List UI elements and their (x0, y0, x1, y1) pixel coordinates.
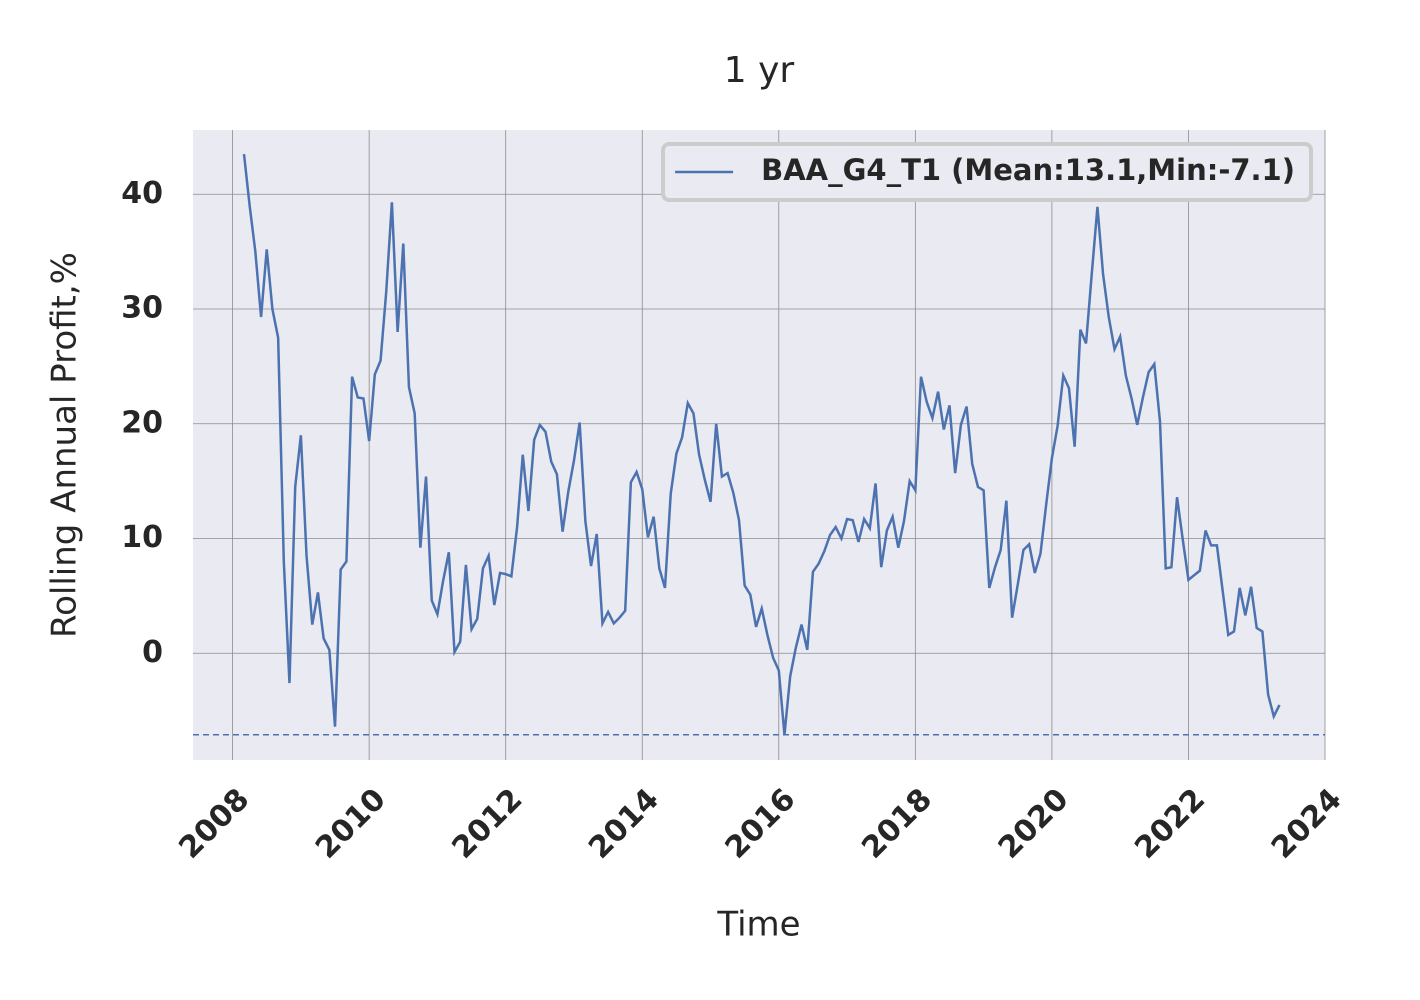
x-axis-label: Time (716, 905, 800, 945)
y-tick-label: 20 (121, 405, 163, 440)
x-tick-label: 2024 (1265, 782, 1349, 866)
plot-area (193, 130, 1325, 760)
x-tick-label: 2018 (855, 782, 939, 866)
x-tick-label: 2010 (309, 782, 393, 866)
legend-box (661, 142, 1313, 202)
x-tick-label: 2008 (172, 782, 256, 866)
y-tick-label: 10 (121, 520, 163, 555)
legend-label: BAA_G4_T1 (Mean:13.1,Min:-7.1) (761, 153, 1295, 187)
y-axis-label: Rolling Annual Profit,% (45, 252, 85, 638)
x-tick-label: 2022 (1128, 782, 1212, 866)
y-tick-label: 40 (121, 176, 163, 211)
data-line (242, 153, 1281, 735)
x-tick-label: 2012 (446, 782, 530, 866)
y-tick-label: 30 (121, 291, 163, 326)
chart-title: 1 yr (724, 50, 795, 91)
legend: BAA_G4_T1 (Mean:13.1,Min:-7.1) (661, 142, 1313, 202)
y-tick-label: 0 (142, 635, 163, 670)
x-tick-label: 2020 (992, 782, 1076, 866)
x-tick-label: 2016 (719, 782, 803, 866)
x-tick-label: 2014 (582, 782, 666, 866)
